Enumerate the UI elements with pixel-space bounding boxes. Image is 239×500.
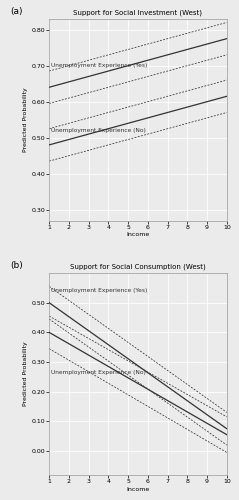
Text: Unemployment Experience (Yes): Unemployment Experience (Yes) (51, 288, 147, 294)
Y-axis label: Predicted Probability: Predicted Probability (23, 342, 28, 406)
Title: Support for Social Consumption (West): Support for Social Consumption (West) (70, 264, 206, 270)
X-axis label: Income: Income (126, 486, 150, 492)
Y-axis label: Predicted Probability: Predicted Probability (23, 88, 28, 152)
Text: Unemployment Experience (Yes): Unemployment Experience (Yes) (51, 63, 147, 68)
Title: Support for Social Investment (West): Support for Social Investment (West) (73, 10, 202, 16)
Text: Unemployment Experience (No): Unemployment Experience (No) (51, 128, 146, 133)
Text: (b): (b) (10, 261, 23, 270)
Text: (a): (a) (10, 6, 22, 16)
X-axis label: Income: Income (126, 232, 150, 237)
Text: Unemployment Experience (No): Unemployment Experience (No) (51, 370, 146, 375)
